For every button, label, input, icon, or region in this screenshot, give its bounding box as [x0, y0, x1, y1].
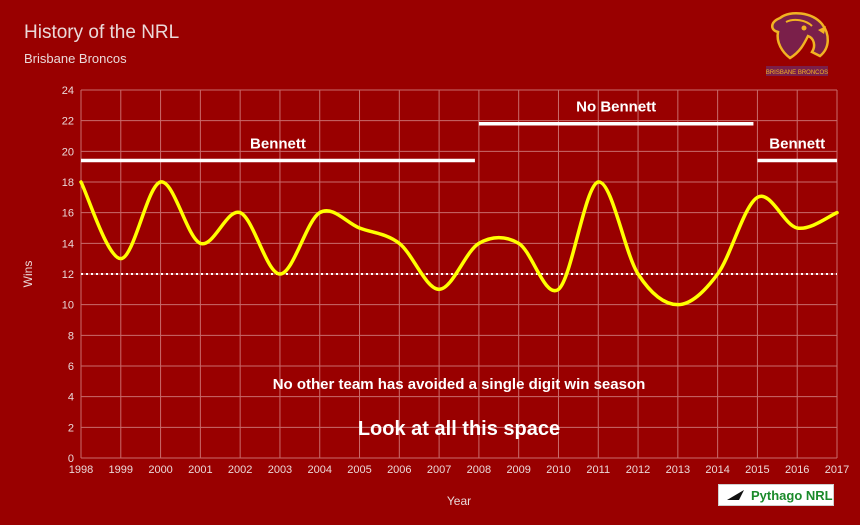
x-tick-label: 2000 — [148, 464, 172, 476]
pythago-nrl-badge: Pythago NRL — [718, 484, 834, 506]
era-label: No Bennett — [576, 99, 656, 116]
y-tick-label: 24 — [62, 85, 74, 97]
era-annotations: Bennett No Bennett Bennett — [81, 99, 837, 163]
chart-subtitle: Brisbane Broncos — [24, 51, 127, 66]
badge-text: Pythago NRL — [751, 487, 833, 503]
x-tick-label: 2017 — [825, 464, 849, 476]
x-tick-label: 1998 — [69, 464, 93, 476]
x-tick-label: 2011 — [586, 464, 610, 476]
x-tick-label: 2016 — [785, 464, 809, 476]
series-line-wins — [79, 180, 839, 307]
x-tick-label: 2013 — [666, 464, 690, 476]
y-tick-label: 22 — [62, 116, 74, 128]
x-tick-label: 2008 — [467, 464, 491, 476]
x-tick-label: 2010 — [546, 464, 570, 476]
y-tick-label: 18 — [62, 177, 74, 189]
x-tick-label: 2015 — [745, 464, 769, 476]
text-annotations: No other team has avoided a single digit… — [273, 376, 646, 440]
y-tick-label: 10 — [62, 300, 74, 312]
y-tick-label: 16 — [62, 208, 74, 220]
y-tick-label: 6 — [68, 361, 74, 373]
y-tick-label: 4 — [68, 392, 74, 404]
y-tick-label: 8 — [68, 330, 74, 342]
x-tick-label: 2002 — [228, 464, 252, 476]
x-tick-label: 2004 — [307, 464, 331, 476]
era-label: Bennett — [250, 136, 306, 153]
chart-title: History of the NRL — [24, 22, 180, 43]
y-tick-label: 0 — [68, 453, 74, 465]
chart-grid — [80, 89, 838, 459]
y-tick-label: 12 — [62, 269, 74, 281]
y-tick-label: 2 — [68, 422, 74, 434]
broncos-horse-logo-icon: BRISBANE BRONCOS — [760, 8, 834, 80]
y-axis-label: Wins — [21, 261, 35, 288]
x-tick-label: 2007 — [427, 464, 451, 476]
x-tick-label: 2001 — [188, 464, 212, 476]
y-tick-label: 14 — [62, 238, 74, 250]
chart-annotation: No other team has avoided a single digit… — [273, 376, 646, 393]
x-tick-label: 2014 — [705, 464, 729, 476]
y-tick-label: 20 — [62, 146, 74, 158]
x-axis-label: Year — [447, 494, 471, 508]
x-tick-label: 2003 — [268, 464, 292, 476]
x-tick-label: 1999 — [109, 464, 133, 476]
era-label: Bennett — [769, 136, 825, 153]
logo-text: BRISBANE BRONCOS — [766, 70, 828, 76]
chart-annotation: Look at all this space — [358, 418, 560, 440]
x-tick-label: 2009 — [506, 464, 530, 476]
pythago-arrow-icon — [727, 490, 744, 500]
x-tick-label: 2005 — [347, 464, 371, 476]
x-axis-ticks: 1998 1999 2000 2001 2002 2003 2004 2005 2006 2007… — [69, 464, 849, 476]
x-tick-label: 2012 — [626, 464, 650, 476]
x-tick-label: 2006 — [387, 464, 411, 476]
